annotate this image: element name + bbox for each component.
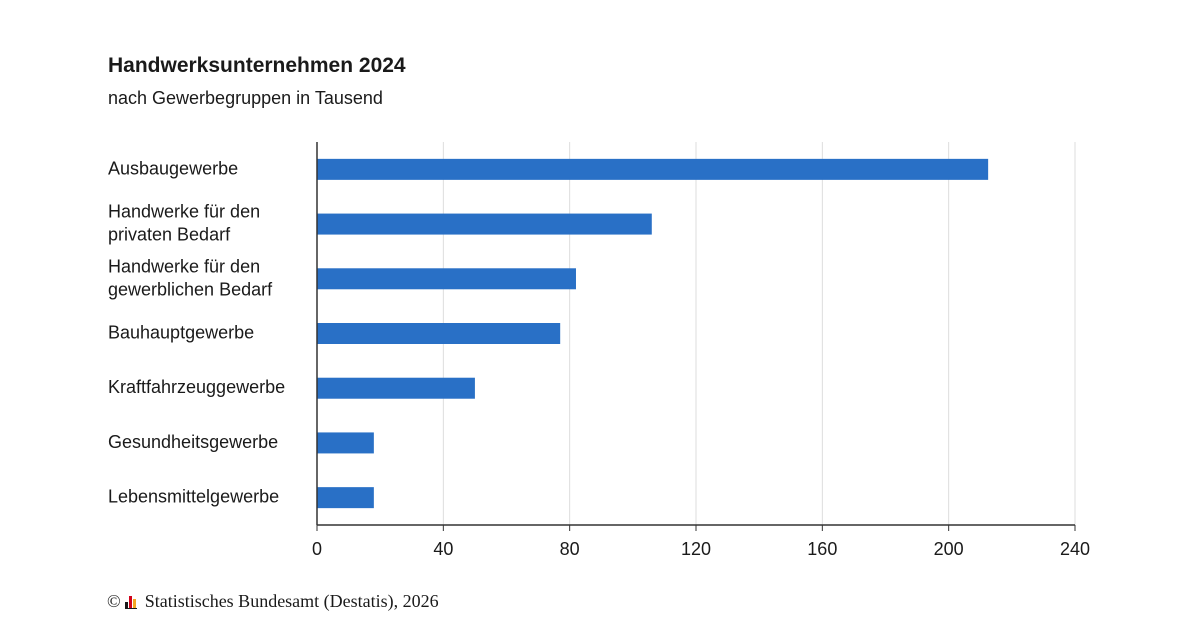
bar-5 <box>317 432 374 454</box>
category-label-3: Bauhauptgewerbe <box>108 322 254 342</box>
bar-0 <box>317 158 989 180</box>
category-label-6: Lebensmittelgewerbe <box>108 486 279 506</box>
chart-title: Handwerksunternehmen 2024 <box>108 54 406 77</box>
chart-subtitle: nach Gewerbegruppen in Tausend <box>108 88 383 108</box>
destatis-logo-icon <box>124 595 139 609</box>
source-footer: © Statistisches Bundesamt (Destatis), 20… <box>107 591 439 612</box>
source-text: Statistisches Bundesamt (Destatis), 2026 <box>144 591 439 611</box>
x-tick-label-5: 200 <box>934 539 964 559</box>
bar-4 <box>317 377 475 399</box>
x-tick-label-1: 40 <box>433 539 453 559</box>
bar-2 <box>317 268 576 290</box>
x-tick-label-0: 0 <box>312 539 322 559</box>
copyright-symbol: © <box>107 591 121 611</box>
x-tick-label-6: 240 <box>1060 539 1090 559</box>
x-tick-label-3: 120 <box>681 539 711 559</box>
bar-3 <box>317 323 561 344</box>
bar-6 <box>317 487 374 509</box>
x-tick-label-4: 160 <box>807 539 837 559</box>
category-label-4: Kraftfahrzeuggewerbe <box>108 377 285 397</box>
bar-1 <box>317 213 652 235</box>
x-tick-label-2: 80 <box>560 539 580 559</box>
category-label-0: Ausbaugewerbe <box>108 158 238 178</box>
category-label-2: Handwerke für den gewerblichen Bedarf <box>108 256 273 299</box>
category-label-1: Handwerke für den privaten Bedarf <box>108 201 260 244</box>
category-label-5: Gesundheitsgewerbe <box>108 432 278 452</box>
